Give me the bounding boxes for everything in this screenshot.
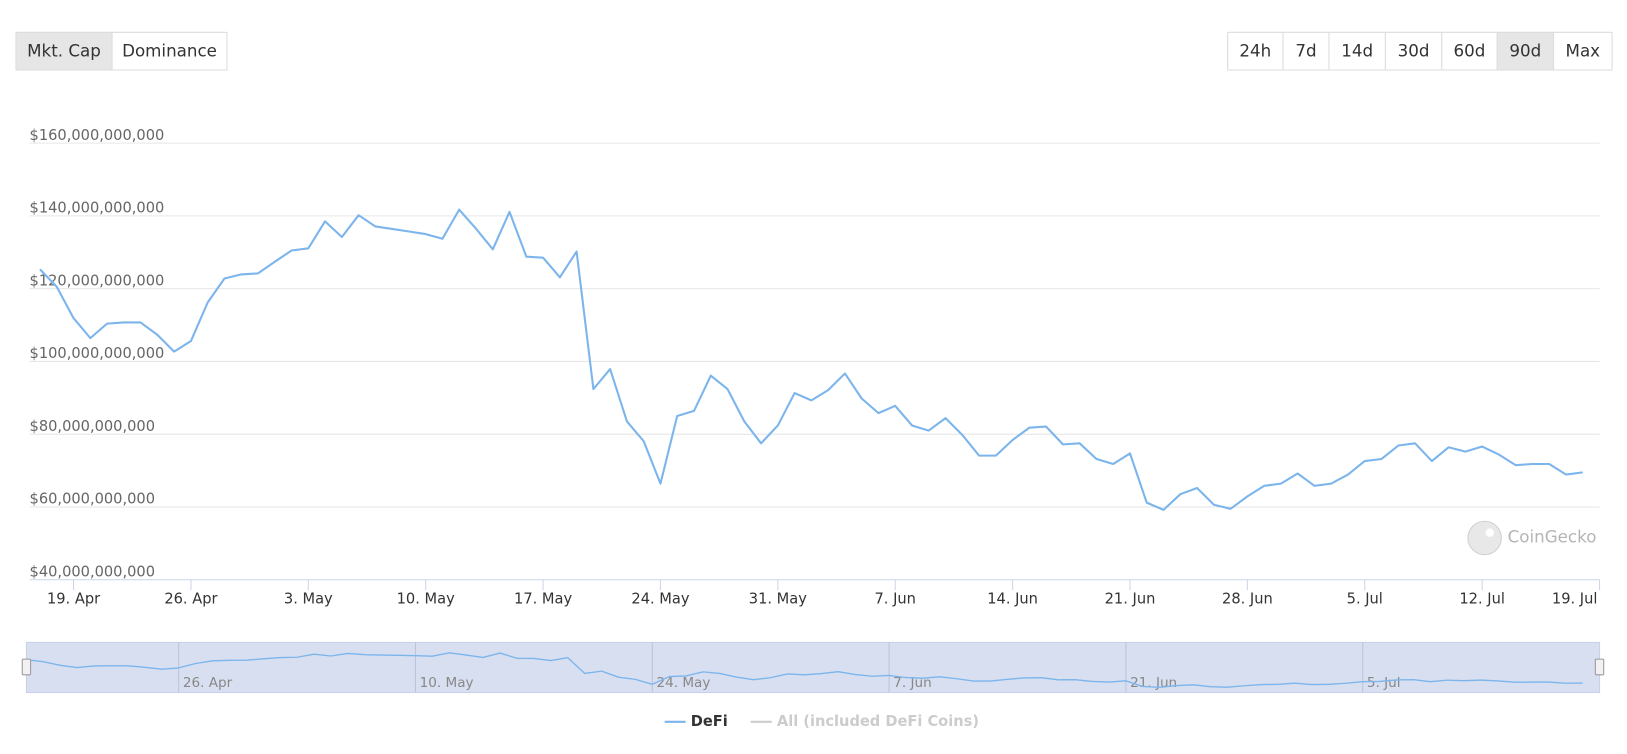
- tab-button[interactable]: [1328, 31, 1386, 71]
- x-tick-label: 5. Jul: [1347, 591, 1383, 608]
- tab-button[interactable]: [1553, 31, 1613, 71]
- x-tick-label: 7. Jun: [875, 591, 916, 608]
- watermark-logo: [1467, 520, 1502, 556]
- y-tick-label: $160,000,000,000: [30, 127, 165, 144]
- navigator-tick-label: 21. Jun: [1130, 675, 1177, 691]
- x-tick-label: 31. May: [749, 591, 807, 608]
- tab-label[interactable]: 7d: [1295, 41, 1316, 61]
- tab-button[interactable]: [111, 31, 228, 71]
- y-tick-label: $120,000,000,000: [30, 272, 165, 289]
- series-line: [39, 208, 1583, 511]
- navigator-handle[interactable]: [1594, 658, 1605, 676]
- tab-label[interactable]: 30d: [1398, 41, 1430, 61]
- x-tick-label: 10. May: [397, 591, 455, 608]
- legend: DeFi All (included DeFi Coins): [664, 713, 979, 730]
- tab-label[interactable]: 60d: [1454, 41, 1486, 61]
- navigator-tick-label: 7. Jun: [893, 675, 931, 691]
- tab-label[interactable]: 24h: [1239, 41, 1271, 61]
- x-tick-label: 19. Apr: [47, 591, 100, 608]
- controls: Mkt. Cap Dominance 24h 7d 14d 30d 60d 90d Max: [15, 31, 1613, 71]
- y-tick-label: $80,000,000,000: [30, 418, 155, 435]
- watermark: CoinGecko: [1467, 520, 1597, 556]
- x-tick-label: 12. Jul: [1459, 591, 1505, 608]
- tab-label[interactable]: Max: [1566, 41, 1601, 61]
- y-tick-label: $60,000,000,000: [30, 491, 155, 508]
- navigator-mask: [25, 641, 1601, 694]
- x-tick-label: 21. Jun: [1105, 591, 1156, 608]
- tab-label[interactable]: Mkt. Cap: [27, 41, 101, 61]
- legend-label[interactable]: All (included DeFi Coins): [777, 713, 979, 730]
- y-tick-label: $100,000,000,000: [30, 345, 165, 362]
- grid: $40,000,000,000 $60,000,000,000 $80,000,00…: [29, 127, 1601, 608]
- navigator-line: [26, 652, 1583, 689]
- tab-label[interactable]: 90d: [1509, 41, 1541, 61]
- x-tick-label: 24. May: [631, 591, 689, 608]
- x-tick-label: 19. Jul: [1552, 591, 1598, 608]
- x-tick-label: 26. Apr: [164, 591, 217, 608]
- tab-label[interactable]: Dominance: [122, 41, 217, 61]
- plot: [39, 208, 1583, 511]
- x-tick-label: 14. Jun: [987, 591, 1038, 608]
- tab-button[interactable]: [1282, 31, 1330, 71]
- navigator-tick-label: 5. Jul: [1367, 675, 1401, 691]
- y-tick-label: $40,000,000,000: [30, 563, 155, 580]
- tab-button[interactable]: [15, 31, 113, 71]
- navigator-tick-label: 26. Apr: [183, 675, 233, 691]
- tab-button[interactable]: [1496, 31, 1555, 71]
- navigator: 26. Apr 10. May 24. May 7. Jun 21. Jun 5. Jul: [21, 641, 1605, 694]
- navigator-tick-label: 10. May: [420, 675, 474, 691]
- watermark-text: CoinGecko: [1508, 526, 1597, 546]
- navigator-handle[interactable]: [21, 658, 32, 676]
- x-tick-label: 28. Jun: [1222, 591, 1273, 608]
- tab-button[interactable]: [1441, 31, 1498, 71]
- tab-button[interactable]: [1384, 31, 1443, 71]
- tab-label[interactable]: 14d: [1341, 41, 1373, 61]
- navigator-tick-label: 24. May: [656, 675, 710, 691]
- legend-label[interactable]: DeFi: [691, 713, 728, 730]
- y-tick-label: $140,000,000,000: [30, 200, 165, 217]
- x-tick-label: 17. May: [514, 591, 572, 608]
- x-tick-label: 3. May: [284, 591, 333, 608]
- watermark-eye: [1485, 528, 1495, 537]
